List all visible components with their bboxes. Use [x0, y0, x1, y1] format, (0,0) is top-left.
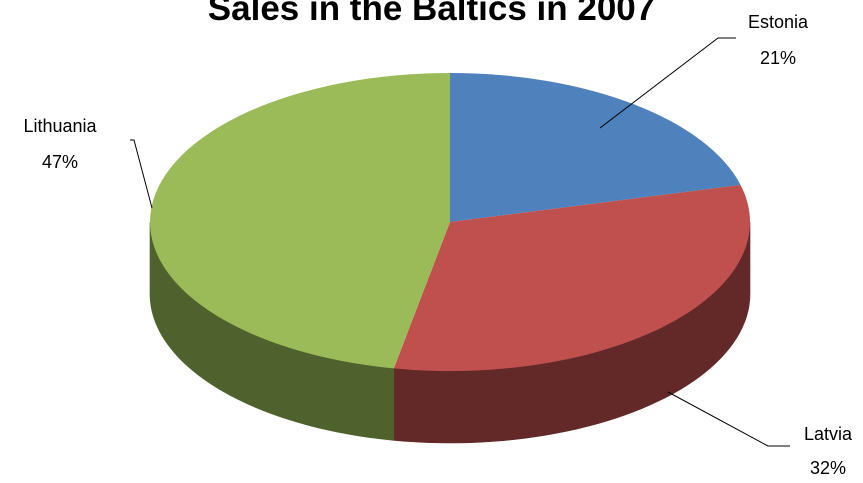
leader-line-lithuania	[130, 139, 153, 209]
pie-slice-estonia	[450, 73, 741, 222]
data-label-name-estonia: Estonia	[748, 12, 809, 32]
chart-title: Sales in the Baltics in 2007	[207, 0, 656, 28]
leader-line-latvia	[667, 391, 790, 447]
leader-line-estonia	[599, 37, 736, 129]
pie-slice-latvia	[393, 184, 750, 371]
data-label-value-latvia: 32%	[810, 458, 846, 478]
data-label-value-estonia: 21%	[760, 48, 796, 68]
data-label-name-latvia: Latvia	[804, 424, 853, 444]
data-label-name-lithuania: Lithuania	[23, 116, 97, 136]
data-label-value-lithuania: 47%	[42, 152, 78, 172]
pie-slice-lithuania	[150, 73, 451, 369]
